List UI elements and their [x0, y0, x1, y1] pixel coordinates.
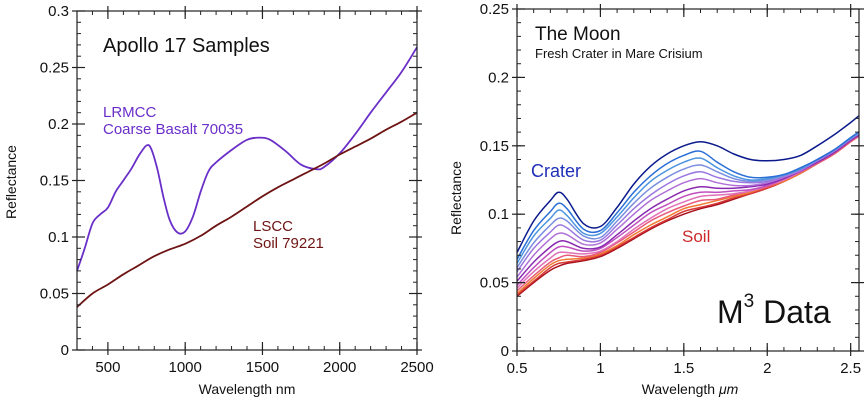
y-axis-title: Reflectance [448, 161, 464, 235]
series-line-lscc-soil-79221 [76, 111, 418, 308]
annotation-superscript: 3 [744, 291, 755, 312]
x-tick-label: 1500 [246, 359, 279, 376]
y-tick-label: 0.15 [480, 138, 509, 155]
axis-ticks: 0.5 1 1.5 2 2.5 0 0.05 0.1 0.15 0.2 0.25 [480, 1, 864, 377]
y-tick-label: 0.3 [48, 3, 69, 20]
y-axis-title: Reflectance [3, 145, 19, 219]
series-label-soil-line1: LSCC [253, 218, 293, 235]
series-line-spectrum-10 [516, 135, 860, 292]
x-tick-label: 1000 [168, 359, 201, 376]
y-tick-label: 0.1 [48, 229, 69, 246]
y-tick-label: 0.05 [480, 275, 509, 292]
series-label-basalt-line2: Coarse Basalt 70035 [103, 121, 243, 138]
y-tick-label: 0.1 [488, 206, 509, 223]
series-line-spectrum-2 [516, 131, 860, 260]
x-tick-label: 0.5 [507, 360, 528, 377]
series-label-soil: Soil [682, 227, 710, 246]
series-line-spectrum-3 [516, 131, 860, 264]
series-line-lrmcc-coarse-basalt-70035 [76, 46, 418, 272]
y-tick-label: 0 [501, 343, 509, 360]
annotation-base: M [717, 294, 744, 330]
series-line-crater [516, 115, 860, 253]
x-tick-label: 2 [763, 360, 771, 377]
y-tick-label: 0.2 [488, 69, 509, 86]
y-tick-label: 0.15 [40, 173, 69, 190]
y-tick-label: 0.2 [48, 116, 69, 133]
x-axis-title-text: Wavelength [642, 381, 719, 397]
x-tick-label: 2.5 [840, 360, 861, 377]
chart-title: The Moon [535, 24, 621, 45]
axis-ticks: 500 1000 1500 2000 2500 0 0.05 0.1 0.15 0.2 0.25 0.… [40, 3, 434, 376]
x-axis-title: Wavelength μm [642, 381, 739, 397]
x-tick-label: 1.5 [673, 360, 694, 377]
x-tick-label: 1 [596, 360, 604, 377]
y-tick-label: 0 [61, 342, 69, 359]
y-tick-label: 0.05 [40, 286, 69, 303]
x-axis-title: Wavelength nm [199, 381, 296, 397]
series-line-spectrum-8 [516, 134, 860, 286]
series-line-spectrum-6 [516, 132, 860, 278]
plot-frame [76, 10, 418, 351]
series-label-crater: Crater [531, 161, 581, 181]
series-layer [76, 46, 418, 308]
chart-moon-m3: 0.5 1 1.5 2 2.500.050.10.150.20.25 The Moon … [448, 1, 864, 397]
x-tick-label: 2000 [323, 359, 356, 376]
series-line-spectrum-11 [516, 135, 860, 295]
x-tick-label: 500 [95, 359, 120, 376]
y-tick-label: 0.25 [40, 60, 69, 77]
series-layer [516, 115, 860, 297]
m3-data-annotation: M3 Data [717, 291, 831, 330]
annotation-suffix: Data [754, 294, 831, 330]
plot-frame [516, 8, 860, 352]
chart-title: Apollo 17 Samples [103, 35, 270, 57]
chart-apollo-samples: 500 1000 1500 2000 2500 0 0.05 0.1 0.15 0.2 0.25 0.… [3, 3, 434, 397]
series-label-basalt-line1: LRMCC [103, 104, 157, 121]
chart-subtitle: Fresh Crater in Mare Crisium [535, 46, 703, 61]
x-axis-title-unit: μm [718, 381, 739, 397]
y-tick-label: 0.25 [480, 1, 509, 18]
x-tick-label: 2500 [400, 359, 433, 376]
series-label-soil-line2: Soil 79221 [253, 235, 324, 252]
series-line-spectrum-9 [516, 134, 860, 289]
